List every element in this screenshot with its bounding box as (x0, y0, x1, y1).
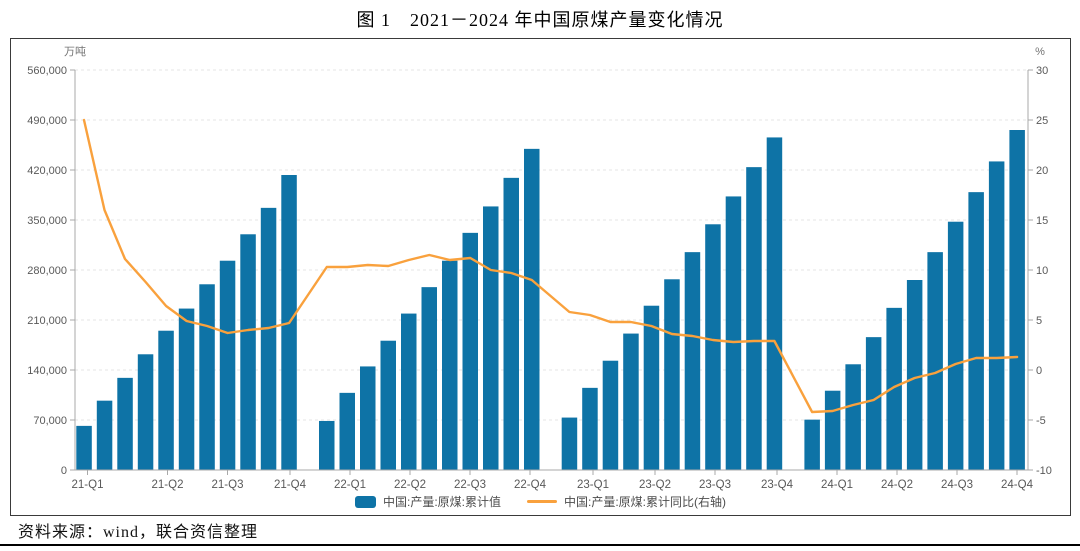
line-series-swatch-icon (527, 500, 557, 503)
bar-2022-m8 (483, 206, 499, 470)
right-axis-tick-label: -10 (1036, 465, 1052, 477)
x-axis-tick-label: 23-Q4 (761, 479, 794, 491)
x-axis-tick-label: 21-Q3 (212, 479, 244, 491)
bar-2023-m4 (643, 305, 660, 470)
x-axis-tick-label: 24-Q2 (881, 479, 913, 491)
yoy-line-series (82, 118, 1019, 414)
bar-2021-m7 (219, 260, 236, 470)
source-note: 资料来源：wind，联合资信整理 (18, 524, 259, 541)
left-axis-tick-label: 490,000 (27, 115, 67, 127)
legend-label-bar: 中国:产量:原煤:累计值 (382, 495, 501, 509)
x-axis-tick-label: 24-Q4 (1001, 479, 1034, 491)
right-axis-tick-label: -5 (1036, 415, 1046, 427)
bar-2021-m9 (260, 207, 277, 470)
x-axis-tick-label: 24-Q1 (821, 479, 853, 491)
left-axis-tick-label: 140,000 (27, 365, 67, 377)
bar-2022-m1 (339, 392, 355, 470)
bar-2023-m6 (684, 252, 701, 470)
bar-2024-m10 (1009, 130, 1025, 470)
bar-2024-m2 (845, 364, 861, 470)
bar-2022-m3 (380, 340, 396, 470)
legend-item-line-series: 中国:产量:原煤:累计同比(右轴) (527, 493, 726, 510)
bar-2024-m8 (968, 192, 984, 470)
bar-2022-m10 (524, 148, 540, 470)
x-axis-tick-label: 21-Q4 (274, 479, 307, 491)
left-axis-tick-label: 0 (61, 465, 67, 477)
coal-production-chart: 0 70,000 140,000 210,000 280,000 350,000 420,0… (27, 45, 1052, 491)
bar-2022-m9 (503, 177, 519, 470)
x-axis-tick-label: 23-Q3 (699, 479, 731, 491)
bar-2021-m2 (117, 377, 133, 470)
bar-2023-m8 (725, 196, 742, 470)
right-axis-tick-label: 0 (1036, 365, 1042, 377)
right-axis-tick-label: 25 (1036, 115, 1048, 127)
bar-2022-m4 (401, 313, 417, 470)
bar-2022-m2 (360, 366, 376, 470)
bar-2023-m1 (582, 387, 598, 470)
bar-2024-m9 (988, 161, 1005, 470)
bar-2022-m7 (462, 232, 478, 470)
x-axis-tick-label: 22-Q3 (454, 479, 486, 491)
bar-series (76, 130, 1025, 470)
bar-2021-m8 (240, 234, 256, 470)
bar-2023-m2 (602, 360, 619, 470)
left-axis-tick-label: 210,000 (27, 315, 67, 327)
bar-2021-m4 (158, 330, 174, 470)
x-axis-tick-label: 23-Q1 (577, 479, 609, 491)
page-divider (0, 544, 1080, 546)
x-axis-tick-label: 24-Q3 (941, 479, 973, 491)
bar-2024-m3 (865, 337, 882, 470)
left-axis-tick-label: 350,000 (27, 215, 67, 227)
bar-2022-m0 (319, 420, 335, 470)
bar-2023-m5 (664, 279, 680, 470)
x-axis-tick-label: 22-Q4 (514, 479, 547, 491)
bar-2024-m0 (804, 419, 820, 470)
right-axis-unit-label: % (1035, 46, 1045, 58)
legend-label-line: 中国:产量:原煤:累计同比(右轴) (564, 495, 726, 509)
left-axis-unit-label: 万吨 (64, 45, 86, 58)
x-axis-tick-label: 22-Q2 (394, 479, 426, 491)
bar-2021-m1 (96, 400, 113, 470)
right-axis-tick-label: 30 (1036, 65, 1048, 77)
left-axis-tick-label: 70,000 (33, 415, 67, 427)
bar-2024-m6 (927, 252, 943, 470)
right-axis-tick-label: 20 (1036, 165, 1048, 177)
bar-2023-m3 (623, 333, 639, 470)
bar-2024-m7 (947, 221, 964, 470)
bar-2024-m5 (906, 280, 923, 470)
bar-2023-m0 (561, 417, 578, 470)
right-axis-tick-label: 15 (1036, 215, 1048, 227)
x-axis-tick-label: 21-Q1 (72, 479, 104, 491)
chart-container: 0 70,000 140,000 210,000 280,000 350,000 420,0… (10, 38, 1071, 516)
figure-title: 图 1 2021－2024 年中国原煤产量变化情况 (356, 10, 724, 30)
bar-2023-m9 (746, 167, 762, 470)
chart-legend: 中国:产量:原煤:累计值 中国:产量:原煤:累计同比(右轴) (11, 493, 1070, 510)
x-axis-tick-label: 22-Q1 (334, 479, 366, 491)
left-axis-tick-label: 280,000 (27, 265, 67, 277)
bar-2022-m6 (442, 260, 458, 470)
bar-2024-m1 (824, 390, 841, 470)
bar-2021-m6 (199, 284, 215, 470)
bar-2022-m5 (421, 287, 437, 470)
x-axis-tick-label: 23-Q2 (639, 479, 671, 491)
bar-2023-m10 (766, 137, 783, 470)
bar-2021-m3 (137, 354, 154, 470)
bar-2021-m5 (178, 308, 195, 470)
left-axis-tick-label: 420,000 (27, 165, 67, 177)
x-axis-tick-label: 21-Q2 (152, 479, 184, 491)
bar-series-swatch-icon (354, 495, 376, 508)
bar-2021-m0 (76, 425, 92, 470)
left-axis-tick-label: 560,000 (27, 65, 67, 77)
right-axis-tick-label: 10 (1036, 265, 1048, 277)
right-axis-tick-label: 5 (1036, 315, 1042, 327)
bar-2024-m4 (886, 307, 902, 470)
bar-2023-m7 (705, 224, 721, 470)
legend-item-bar-series: 中国:产量:原煤:累计值 (354, 493, 501, 510)
